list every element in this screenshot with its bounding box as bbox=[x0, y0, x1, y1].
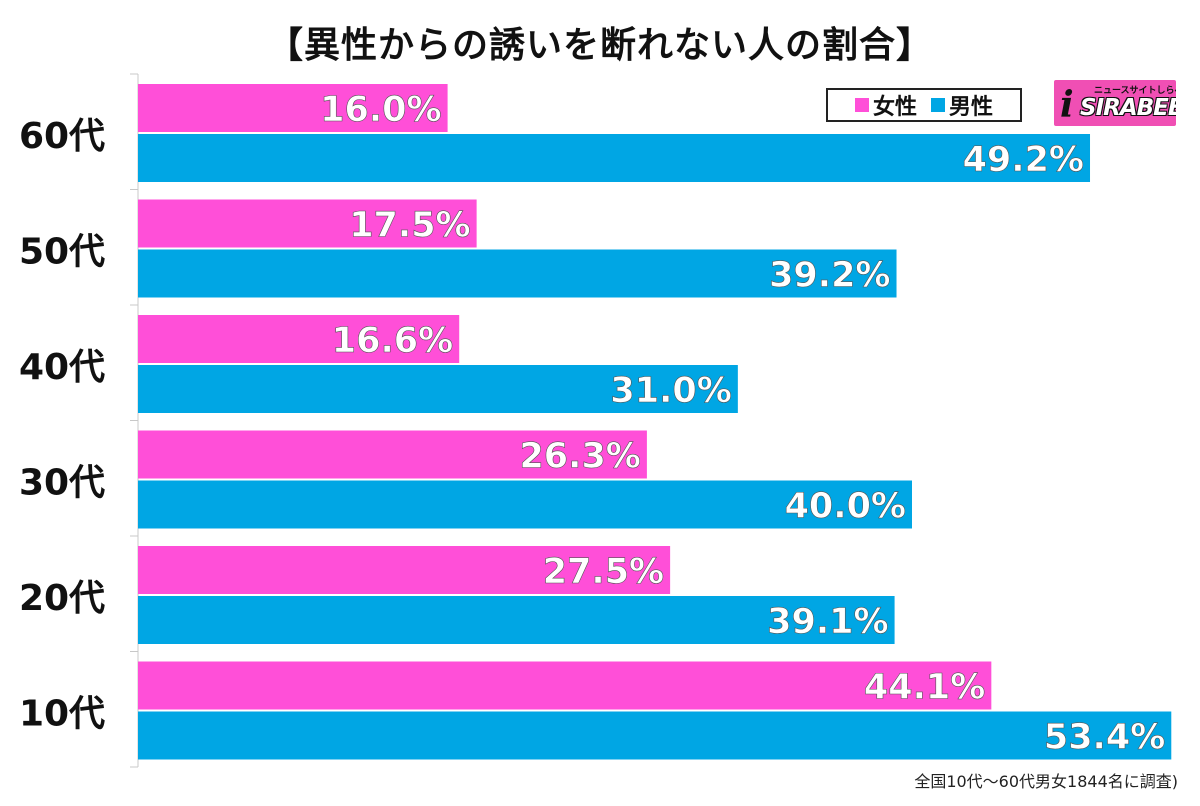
data-label-female: 26.3% bbox=[519, 437, 640, 477]
bar-male bbox=[138, 249, 897, 298]
data-label-male: 39.2% bbox=[769, 256, 890, 296]
logo-i-icon: i bbox=[1060, 84, 1074, 126]
category-label: 20代 bbox=[19, 578, 105, 619]
bar-male bbox=[138, 365, 738, 413]
legend-swatch-male bbox=[931, 98, 945, 112]
footnote: 全国10代〜60代男女1844名に調査) bbox=[914, 772, 1178, 791]
category-label: 50代 bbox=[19, 232, 105, 273]
data-label-female: 27.5% bbox=[543, 552, 664, 592]
bar-female bbox=[138, 315, 460, 363]
legend-swatch-female bbox=[854, 98, 869, 112]
logo-wordmark: SIRABEE bbox=[1080, 95, 1176, 121]
legend-item-male: 男性 bbox=[931, 89, 993, 121]
bar-female bbox=[138, 84, 448, 132]
bar-male bbox=[138, 134, 1091, 182]
data-label-male: 31.0% bbox=[610, 371, 731, 411]
legend-item-female: 女性 bbox=[854, 89, 917, 121]
legend-label-male: 男性 bbox=[949, 95, 994, 120]
data-label-male: 40.0% bbox=[785, 487, 906, 527]
data-label-female: 16.6% bbox=[332, 321, 453, 361]
data-label-male: 49.2% bbox=[963, 140, 1084, 180]
category-label: 10代 bbox=[19, 694, 105, 735]
bar-female bbox=[138, 430, 647, 479]
bar-male bbox=[138, 480, 912, 529]
bar-male bbox=[138, 711, 1172, 760]
data-label-female: 44.1% bbox=[864, 668, 985, 708]
chart-title: 【異性からの誘いを断れない人の割合】 bbox=[266, 25, 933, 66]
category-label: 60代 bbox=[19, 116, 105, 157]
data-label-male: 53.4% bbox=[1044, 718, 1165, 758]
bar-male bbox=[138, 596, 895, 644]
bar-female bbox=[138, 199, 477, 248]
bar-female bbox=[138, 661, 992, 710]
category-label: 40代 bbox=[19, 347, 105, 388]
bar-female bbox=[138, 546, 671, 594]
category-label: 30代 bbox=[19, 463, 105, 504]
data-label-female: 16.0% bbox=[320, 90, 441, 130]
logo-subtitle: ニュースサイトしらべぇ bbox=[1094, 86, 1176, 96]
data-label-female: 17.5% bbox=[349, 206, 470, 246]
legend: 女性 男性 bbox=[826, 88, 1022, 122]
legend-label-female: 女性 bbox=[872, 95, 917, 120]
data-label-male: 39.1% bbox=[767, 602, 888, 642]
sirabee-logo: i ニュースサイトしらべぇ SIRABEE bbox=[1054, 80, 1176, 126]
